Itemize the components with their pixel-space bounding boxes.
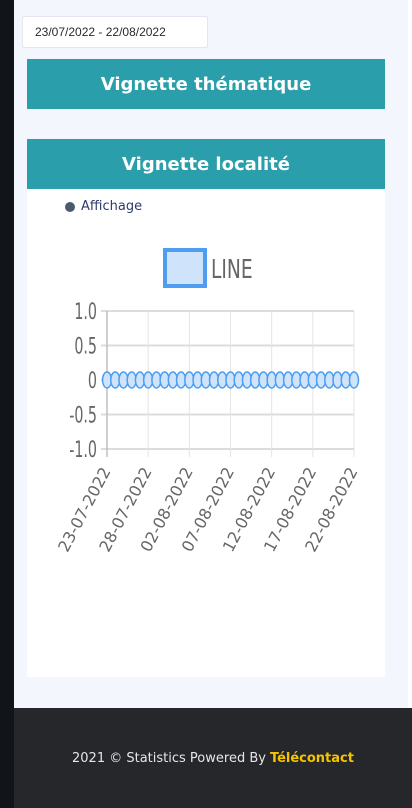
line-chart: 1.00.50-0.5-1.0 23-07-202228-07-202202-0… <box>54 248 362 555</box>
vignette-thematique-title: Vignette thématique <box>100 73 312 95</box>
y-tick-label-0: 1.0 <box>74 298 97 324</box>
vignette-thematique-header[interactable]: Vignette thématique <box>27 59 385 109</box>
footer: 2021 © Statistics Powered By Télécontact <box>14 708 412 808</box>
legend-dot-icon <box>65 201 75 212</box>
left-edge-strip <box>0 0 14 808</box>
footer-brand-link[interactable]: Télécontact <box>269 750 354 766</box>
y-tick-label-4: -1.0 <box>69 436 97 462</box>
vignette-localite-title: Vignette localité <box>122 153 290 175</box>
y-tick-label-3: -0.5 <box>69 402 97 428</box>
date-range-value: 23/07/2022 - 22/08/2022 <box>35 25 166 39</box>
affichage-legend[interactable]: Affichage <box>65 199 142 214</box>
localite-chart-card: Affichage 1.0 0.5 0 -0.5 -1.0 23-07-2022 28-0… <box>27 189 385 677</box>
legend-swatch-icon <box>163 248 207 288</box>
y-tick-label-1: 0.5 <box>74 333 97 359</box>
right-edge-strip <box>408 0 412 708</box>
data-point[interactable] <box>348 371 360 389</box>
footer-text: 2021 © Statistics Powered By <box>72 750 266 766</box>
legend-label: Affichage <box>81 199 143 214</box>
y-tick-label-2: 0 <box>88 367 97 393</box>
vignette-localite-header[interactable]: Vignette localité <box>27 139 385 189</box>
chart-legend-item[interactable]: LINE <box>163 248 253 288</box>
date-range-picker[interactable]: 23/07/2022 - 22/08/2022 <box>22 16 208 48</box>
chart-legend-label: LINE <box>211 255 253 285</box>
